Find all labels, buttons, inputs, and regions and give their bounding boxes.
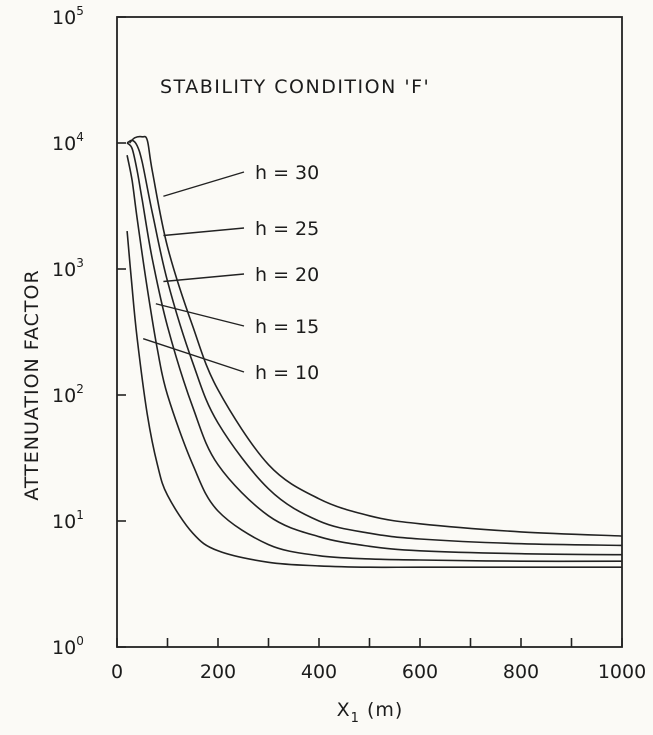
series-line-h-10	[126, 231, 622, 569]
x-tick-label: 800	[503, 661, 539, 683]
series-line-h-15	[126, 155, 623, 563]
x-axis-title-sub: 1	[351, 711, 360, 726]
y-axis-ticks: 100 101 102 103 104 105	[52, 4, 126, 659]
annotation-leader	[155, 303, 245, 327]
x-tick-label: 400	[301, 661, 337, 683]
x-axis-title-var: X	[337, 699, 351, 721]
y-tick-label: 100	[52, 634, 84, 659]
chart-title: STABILITY CONDITION 'F'	[160, 76, 430, 98]
y-axis-title: ATTENUATION FACTOR	[21, 269, 43, 500]
y-tick-label: 105	[52, 4, 84, 29]
x-axis-title: X1 (m)	[337, 699, 404, 726]
x-tick-label: 0	[111, 661, 123, 683]
series-label: h = 15	[255, 316, 319, 338]
series-label: h = 30	[255, 162, 319, 184]
x-tick-label: 200	[200, 661, 236, 683]
series-line-h-20	[126, 142, 623, 556]
y-tick-label: 104	[52, 130, 84, 155]
plot-frame	[116, 16, 623, 648]
annotation-leader	[163, 171, 245, 197]
series-annotations: h = 30 h = 25 h = 20 h = 15 h = 10	[142, 162, 319, 384]
annotation-leader	[142, 337, 245, 373]
series-curves	[126, 135, 623, 569]
series-label: h = 20	[255, 264, 319, 286]
y-tick-label: 101	[52, 508, 84, 533]
series-label: h = 10	[255, 362, 319, 384]
annotation-leader	[163, 227, 245, 237]
series-label: h = 25	[255, 218, 319, 240]
y-tick-label: 102	[52, 382, 84, 407]
annotation-leader	[163, 273, 245, 283]
x-axis-title-unit: (m)	[367, 699, 403, 721]
series-line-h-30	[129, 135, 623, 537]
x-axis-ticks: 0 200 400 600 800 1000	[111, 638, 646, 683]
series-line-h-25	[126, 139, 623, 547]
y-tick-label: 103	[52, 256, 84, 281]
x-tick-label: 600	[402, 661, 438, 683]
x-tick-label: 1000	[598, 661, 646, 683]
